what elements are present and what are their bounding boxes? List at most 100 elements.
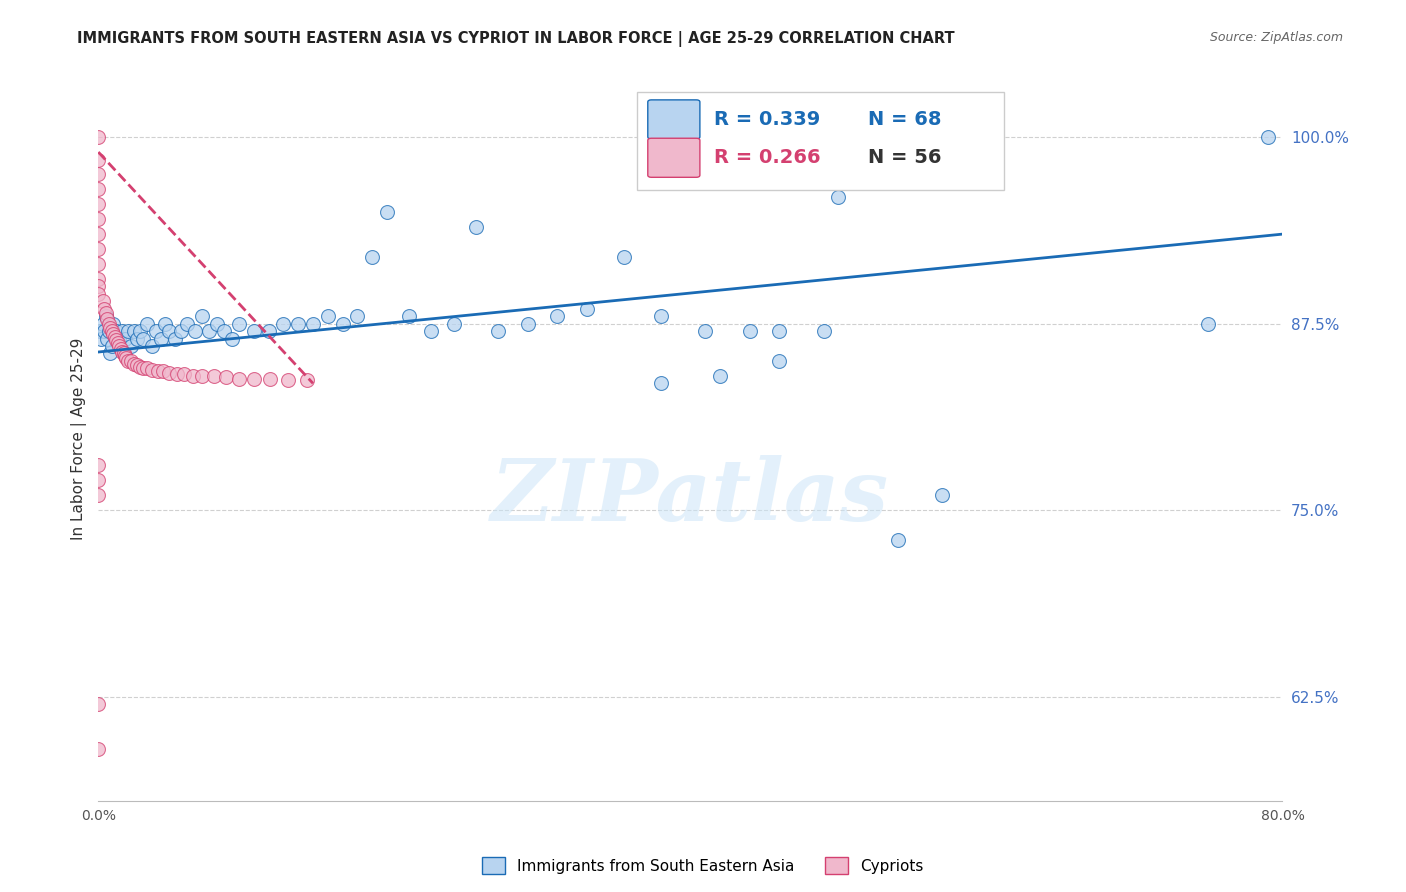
Point xyxy=(87,242,110,256)
Point xyxy=(104,330,127,344)
Point xyxy=(375,204,398,219)
Point xyxy=(153,317,176,331)
Point xyxy=(108,339,131,353)
Point xyxy=(575,301,598,316)
Point xyxy=(120,339,142,353)
Point xyxy=(827,190,849,204)
Point xyxy=(87,212,110,227)
Point xyxy=(120,354,142,368)
Point xyxy=(277,373,299,387)
Point xyxy=(141,363,163,377)
Point xyxy=(128,324,150,338)
Point xyxy=(91,317,114,331)
Point xyxy=(443,317,465,331)
Point xyxy=(768,354,790,368)
Point xyxy=(110,342,132,356)
Point xyxy=(87,286,110,301)
Point xyxy=(89,324,111,338)
Point xyxy=(91,294,114,309)
Point xyxy=(931,488,953,502)
Point xyxy=(107,336,129,351)
Point xyxy=(191,309,214,323)
Point xyxy=(90,332,112,346)
Point xyxy=(87,227,110,241)
Point xyxy=(122,324,145,338)
Point xyxy=(94,309,117,323)
Point xyxy=(87,272,110,286)
Point xyxy=(128,359,150,374)
Point xyxy=(257,324,280,338)
Point xyxy=(886,533,908,547)
Point xyxy=(111,345,134,359)
Point xyxy=(87,168,110,182)
FancyBboxPatch shape xyxy=(648,100,700,139)
Point xyxy=(87,488,110,502)
Point xyxy=(98,321,121,335)
Point xyxy=(87,697,110,711)
Point xyxy=(516,317,538,331)
Point xyxy=(302,317,325,331)
Point xyxy=(398,309,420,323)
Point xyxy=(181,368,204,383)
Text: Source: ZipAtlas.com: Source: ZipAtlas.com xyxy=(1209,31,1343,45)
Point xyxy=(228,317,250,331)
Point xyxy=(198,324,221,338)
Text: R = 0.339: R = 0.339 xyxy=(714,110,820,129)
Point xyxy=(170,324,193,338)
Point xyxy=(101,317,124,331)
Point xyxy=(165,332,187,346)
Point xyxy=(97,324,120,338)
Point xyxy=(141,339,163,353)
Text: N = 68: N = 68 xyxy=(868,110,942,129)
Point xyxy=(105,333,128,347)
Point xyxy=(117,354,139,368)
Y-axis label: In Labor Force | Age 25-29: In Labor Force | Age 25-29 xyxy=(72,338,87,541)
Point xyxy=(346,309,368,323)
Point xyxy=(228,372,250,386)
Point xyxy=(176,317,198,331)
Point xyxy=(114,332,136,346)
Point xyxy=(115,351,138,365)
Point xyxy=(87,153,110,167)
Point xyxy=(212,324,235,338)
Point xyxy=(464,219,486,234)
Point xyxy=(273,317,295,331)
Point xyxy=(136,361,159,376)
Point xyxy=(613,250,636,264)
Point xyxy=(214,370,236,384)
Point xyxy=(420,324,443,338)
Point xyxy=(287,317,309,331)
Point xyxy=(87,742,110,756)
Text: IMMIGRANTS FROM SOUTH EASTERN ASIA VS CYPRIOT IN LABOR FORCE | AGE 25-29 CORRELA: IMMIGRANTS FROM SOUTH EASTERN ASIA VS CY… xyxy=(77,31,955,47)
Point xyxy=(546,309,568,323)
Point xyxy=(93,301,115,316)
Point xyxy=(650,376,672,391)
Point xyxy=(98,346,121,360)
Point xyxy=(1198,317,1220,331)
Point xyxy=(96,332,118,346)
Point xyxy=(259,372,281,386)
Point xyxy=(332,317,354,331)
Point xyxy=(87,130,110,145)
Text: N = 56: N = 56 xyxy=(868,148,942,168)
Point xyxy=(738,324,761,338)
Point xyxy=(136,317,159,331)
Legend: Immigrants from South Eastern Asia, Cypriots: Immigrants from South Eastern Asia, Cypr… xyxy=(477,851,929,880)
Point xyxy=(87,279,110,293)
Point xyxy=(100,339,122,353)
Point xyxy=(87,473,110,487)
Point xyxy=(94,306,117,320)
Point xyxy=(205,317,228,331)
FancyBboxPatch shape xyxy=(637,92,1004,190)
Point xyxy=(101,327,124,342)
Point xyxy=(149,332,172,346)
FancyBboxPatch shape xyxy=(648,138,700,178)
Point xyxy=(87,182,110,196)
Point xyxy=(111,324,134,338)
Point xyxy=(191,368,214,383)
Point xyxy=(486,324,509,338)
Point xyxy=(125,332,148,346)
Point xyxy=(183,324,205,338)
Point xyxy=(87,197,110,211)
Point xyxy=(202,368,225,383)
